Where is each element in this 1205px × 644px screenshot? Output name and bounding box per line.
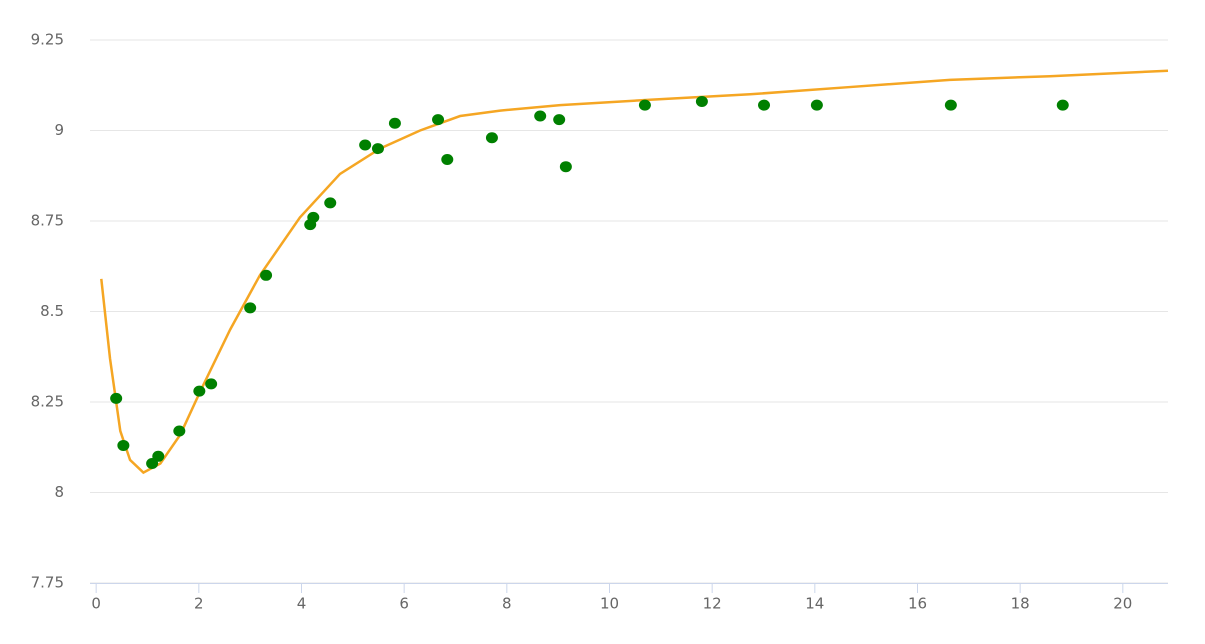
scatter-point: [193, 385, 206, 397]
scatter-point: [638, 99, 651, 111]
scatter-point: [695, 96, 708, 108]
y-tick-label: 8: [54, 483, 64, 501]
x-tick-label: 2: [194, 595, 204, 613]
scatter-point: [388, 117, 401, 129]
x-tick-label: 4: [297, 595, 307, 613]
y-tick-label: 8.5: [40, 302, 64, 320]
scatter-point: [371, 143, 384, 155]
scatter-point: [810, 99, 823, 111]
x-tick-label: 16: [908, 595, 927, 613]
scatter-point: [152, 450, 165, 462]
scatter-point: [359, 139, 372, 151]
y-tick-label: 8.75: [31, 212, 64, 230]
scatter-point: [485, 132, 498, 144]
x-tick-label: 0: [91, 595, 101, 613]
scatter-point: [553, 114, 566, 126]
scatter-point: [260, 269, 273, 281]
scatter-point: [559, 161, 572, 173]
x-tick-label: 6: [399, 595, 409, 613]
scatter-point: [432, 114, 445, 126]
x-tick-label: 18: [1011, 595, 1030, 613]
scatter-point: [173, 425, 186, 437]
scatter-point: [117, 439, 130, 451]
scatter-point: [110, 392, 123, 404]
x-tick-label: 14: [805, 595, 824, 613]
x-tick-label: 20: [1113, 595, 1132, 613]
scatter-point: [758, 99, 771, 111]
y-tick-label: 9: [54, 121, 64, 139]
scatter-point: [205, 378, 218, 390]
scatter-point: [324, 197, 337, 209]
y-tick-label: 7.75: [31, 574, 64, 592]
scatter-point: [534, 110, 547, 122]
scatter-point: [307, 211, 320, 223]
x-tick-label: 8: [502, 595, 512, 613]
scatter-point: [244, 302, 257, 314]
fit-line: [100, 69, 1169, 475]
y-tick-label: 9.25: [31, 31, 64, 49]
scatter-point: [944, 99, 957, 111]
x-tick-label: 12: [703, 595, 722, 613]
scatter-point: [1056, 99, 1069, 111]
y-tick-label: 8.25: [31, 393, 64, 411]
x-tick-label: 10: [600, 595, 619, 613]
scatter-point: [441, 153, 454, 165]
